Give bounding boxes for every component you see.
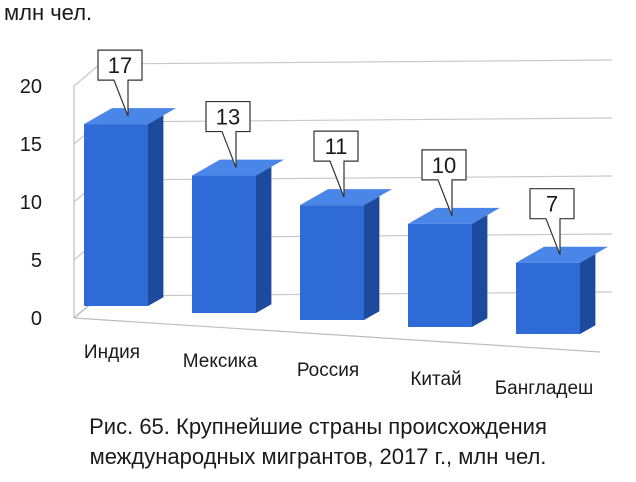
x-tick-4: Китай (410, 369, 461, 390)
bar-front-4 (408, 223, 472, 327)
bar-top-1 (84, 108, 176, 125)
data-label-text-2: 13 (216, 105, 240, 130)
data-label-text-3: 11 (325, 134, 348, 159)
data-label-1: 17 (97, 49, 143, 117)
x-tick-labels: Индия Мексика Россия Китай Бангладеш (84, 342, 593, 399)
bar-4 (408, 207, 500, 327)
bar-front-3 (300, 205, 364, 320)
y-tick-0: 0 (31, 308, 42, 330)
caption-line-1: Рис. 65. Крупнейшие страны происхождения (89, 414, 547, 439)
bar-1 (84, 108, 176, 306)
x-tick-3: Россия (297, 360, 359, 381)
x-tick-5: Бангладеш (495, 378, 594, 399)
gridline-20 (99, 59, 613, 65)
bar-side-2 (256, 166, 272, 313)
y-tick-labels: 0 5 10 15 20 (20, 76, 42, 330)
bar-front-2 (192, 175, 256, 313)
bar-2 (192, 159, 284, 313)
gridline-10 (99, 175, 613, 181)
data-label-2: 13 (205, 100, 251, 168)
y-tick-20: 20 (20, 76, 42, 98)
gridline-left-20 (73, 63, 101, 87)
x-axis (73, 317, 601, 353)
bar-side-5 (580, 253, 596, 334)
callout-box-2 (205, 100, 251, 168)
caption-line-2: международных мигрантов, 2017 г., млн че… (89, 444, 547, 469)
callout-box-1 (97, 49, 143, 117)
y-tick-5: 5 (31, 250, 42, 272)
unit-label: млн чел. (4, 0, 93, 25)
bar-side-3 (364, 196, 380, 320)
x-tick-2: Мексика (183, 351, 258, 372)
data-label-4: 10 (421, 149, 467, 217)
bar-top-2 (192, 159, 284, 176)
bar-top-5 (516, 246, 608, 263)
bar-front-5 (516, 262, 580, 334)
data-label-text-4: 10 (432, 153, 456, 178)
data-label-5: 7 (529, 188, 575, 255)
bar-front-1 (84, 124, 148, 306)
data-label-text-5: 7 (546, 192, 558, 217)
callout-box-5 (529, 188, 575, 255)
data-labels: 17 13 11 10 7 (97, 49, 575, 255)
data-label-3: 11 (313, 130, 359, 198)
bar-side-1 (148, 115, 164, 306)
bar-5 (516, 246, 608, 334)
bar-3 (300, 189, 392, 320)
y-tick-10: 10 (20, 192, 42, 214)
bar-top-4 (408, 207, 500, 224)
bar-side-4 (472, 215, 488, 327)
figure-caption: Рис. 65. Крупнейшие страны происхождения… (0, 412, 636, 472)
bars (84, 108, 608, 334)
callout-box-3 (313, 130, 359, 198)
y-tick-15: 15 (20, 134, 42, 156)
callout-box-4 (421, 149, 467, 217)
x-tick-1: Индия (84, 342, 140, 363)
data-label-text-1: 17 (108, 53, 132, 78)
gridline-15 (99, 117, 613, 123)
bar-top-3 (300, 189, 392, 206)
bar-chart: 17 13 11 10 7 0 5 10 15 20 Индия Мексика Россия Кит… (20, 49, 613, 399)
